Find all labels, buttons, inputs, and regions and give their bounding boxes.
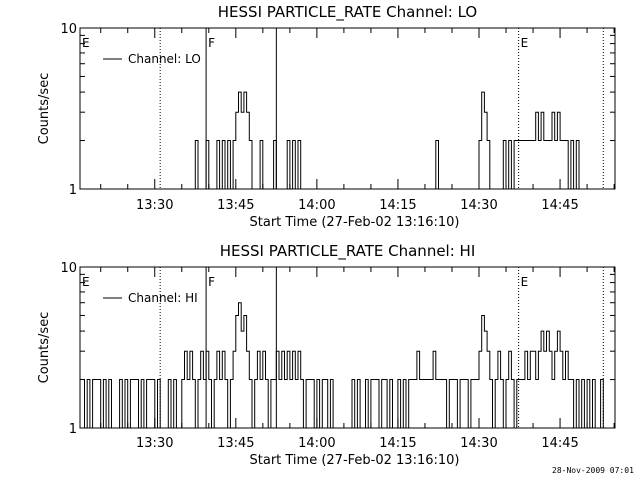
legend-label: Channel: LO: [128, 52, 201, 66]
x-tick-label: 14:15: [379, 436, 416, 451]
chart-title: HESSI PARTICLE_RATE Channel: LO: [218, 3, 477, 22]
x-tick-label: 14:15: [379, 198, 416, 213]
flag-label: E: [521, 36, 529, 50]
x-tick-label: 14:30: [460, 436, 497, 451]
chart-panel-2: [79, 266, 616, 429]
y-axis-label: Counts/sec: [37, 73, 52, 145]
x-tick-label: 13:30: [136, 198, 173, 213]
x-tick-label: 14:00: [298, 198, 335, 213]
x-tick-label: 14:30: [460, 198, 497, 213]
x-tick-label: 13:45: [217, 198, 254, 213]
x-tick-label: 14:45: [541, 436, 578, 451]
series-line: [80, 302, 604, 429]
y-axis-label: Counts/sec: [37, 312, 52, 384]
flag-label: E: [82, 275, 90, 289]
x-tick-label: 14:45: [541, 198, 578, 213]
flag-label: F: [208, 36, 215, 50]
flag-label: E: [82, 36, 90, 50]
x-tick-label: 13:30: [136, 436, 173, 451]
series-line: [192, 91, 580, 190]
x-tick-label: 14:00: [298, 436, 335, 451]
legend-label: Channel: HI: [128, 291, 198, 305]
x-tick-label: 13:45: [217, 436, 254, 451]
y-tick-label: 1: [69, 183, 77, 198]
x-axis-label: Start Time (27-Feb-02 13:16:10): [250, 453, 460, 468]
chart-title: HESSI PARTICLE_RATE Channel: HI: [220, 242, 476, 261]
y-tick-label: 10: [60, 261, 77, 276]
x-axis-label: Start Time (27-Feb-02 13:16:10): [250, 215, 460, 230]
y-tick-label: 1: [69, 422, 77, 437]
y-tick-label: 10: [60, 22, 77, 37]
flag-label: F: [208, 275, 215, 289]
flag-label: E: [521, 275, 529, 289]
timestamp-stamp: 28-Nov-2009 07:01: [552, 466, 634, 475]
chart-panel-1: [79, 27, 616, 190]
